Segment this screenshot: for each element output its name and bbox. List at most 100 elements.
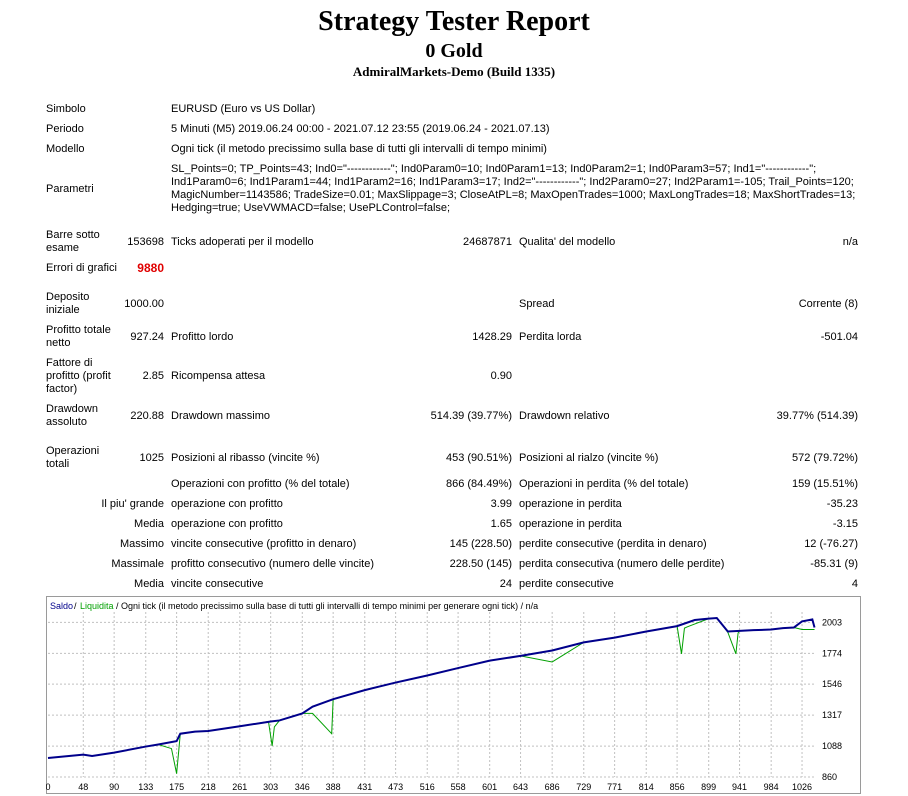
gross-loss-value: -501.04	[820, 331, 858, 343]
rel-drawdown-value: 39.77% (514.39)	[776, 410, 858, 422]
report-subtitle: 0 Gold	[425, 40, 483, 62]
x-tick-label: 686	[545, 782, 560, 792]
x-tick-label: 601	[482, 782, 497, 792]
symbol-value: EURUSD (Euro vs US Dollar)	[171, 103, 316, 115]
x-axis: 0 48 90 133 175 218 261 303 346 388 431 473 516 558 60…	[46, 782, 812, 792]
quality-value: n/a	[842, 236, 858, 248]
quality-label: Qualita' del modello	[519, 236, 616, 248]
loss-trades-value: 159 (15.51%)	[791, 478, 858, 490]
x-tick-label: 48	[78, 782, 88, 792]
x-tick-label: 388	[326, 782, 341, 792]
net-profit-label: Profitto totale netto	[46, 324, 111, 349]
errors-value: 9880	[137, 261, 164, 275]
maximum-label: Massimo	[119, 538, 164, 550]
params-line-4: Hedging=true; UseVWMACD=false; UsePLCont…	[171, 202, 451, 214]
x-tick-label: 941	[732, 782, 747, 792]
x-tick-label: 558	[451, 782, 466, 792]
average-profit-value: 1.65	[490, 518, 512, 530]
average-consec-label: Media	[134, 578, 164, 590]
avg-consec-wins-label: vincite consecutive	[171, 578, 264, 590]
x-tick-label: 261	[232, 782, 247, 792]
model-value: Ogni tick (il metodo precissimo sulla ba…	[171, 143, 547, 155]
x-tick-label: 729	[576, 782, 591, 792]
avg-consec-losses-value: 4	[851, 578, 858, 590]
max-consec-losses-label: perdite consecutive (perdita in denaro)	[519, 538, 707, 550]
max-drawdown-value: 514.39 (39.77%)	[430, 410, 512, 422]
x-tick-label: 218	[201, 782, 216, 792]
x-tick-label: 303	[263, 782, 278, 792]
x-tick-label: 814	[639, 782, 654, 792]
legend-separator: /	[74, 601, 77, 611]
period-value: 5 Minuti (M5) 2019.06.24 00:00 - 2021.07…	[171, 123, 550, 135]
y-tick-label: 1546	[822, 679, 842, 689]
max-drawdown-label: Drawdown massimo	[171, 410, 271, 422]
x-tick-label: 346	[295, 782, 310, 792]
params-label: Parametri	[46, 183, 94, 195]
params-line-1: SL_Points=0; TP_Points=43; Ind0="-------…	[171, 163, 817, 175]
abs-drawdown-value: 220.88	[130, 410, 164, 422]
x-tick-label: 516	[420, 782, 435, 792]
maximal-consec-loss-value: -85.31 (9)	[810, 558, 858, 570]
average-label: Media	[134, 518, 164, 530]
period-label: Periodo	[46, 123, 84, 135]
avg-consec-losses-label: perdite consecutive	[519, 578, 614, 590]
x-tick-label: 90	[109, 782, 119, 792]
y-tick-label: 1088	[822, 741, 842, 751]
deposit-value: 1000.00	[124, 298, 164, 310]
average-loss-value: -3.15	[832, 518, 858, 530]
spread-value: Corrente (8)	[798, 298, 858, 310]
spread-label: Spread	[519, 298, 555, 310]
gross-profit-label: Profitto lordo	[171, 331, 234, 343]
short-positions-label: Posizioni al ribasso (vincite %)	[171, 452, 320, 464]
expected-payoff-value: 0.90	[490, 370, 512, 382]
long-positions-value: 572 (79.72%)	[791, 452, 858, 464]
bars-label: Barre sotto esame	[46, 229, 100, 254]
symbol-label: Simbolo	[46, 103, 86, 115]
max-consec-wins-value: 145 (228.50)	[449, 538, 512, 550]
total-trades-value: 1025	[139, 452, 164, 464]
largest-loss-label: operazione in perdita	[519, 498, 622, 510]
profit-trades-value: 866 (84.49%)	[445, 478, 512, 490]
profit-factor-label: Fattore di profitto (profit factor)	[46, 357, 111, 395]
y-tick-label: 860	[822, 772, 837, 782]
x-tick-label: 856	[670, 782, 685, 792]
max-consec-wins-label: vincite consecutive (profitto in denaro)	[171, 538, 357, 550]
profit-factor-value: 2.85	[142, 370, 164, 382]
abs-drawdown-label: Drawdown assoluto	[46, 403, 98, 428]
net-profit-value: 927.24	[130, 331, 164, 343]
gross-loss-label: Perdita lorda	[519, 331, 582, 343]
server-name: AdmiralMarkets-Demo (Build 1335)	[352, 64, 556, 79]
y-tick-label: 1774	[822, 648, 842, 658]
params-line-2: Ind1Param0=6; Ind1Param1=44; Ind1Param2=…	[171, 176, 854, 188]
x-tick-label: 1026	[792, 782, 812, 792]
balance-chart: Saldo / Liquidita / Ogni tick (il metodo…	[46, 596, 861, 794]
largest-profit-value: 3.99	[490, 498, 512, 510]
model-label: Modello	[46, 143, 85, 155]
chart-grid	[48, 612, 816, 778]
legend-equity: Liquidita	[80, 601, 114, 611]
loss-trades-label: Operazioni in perdita (% del totale)	[519, 478, 689, 490]
long-positions-label: Posizioni al rialzo (vincite %)	[519, 452, 659, 464]
gross-profit-value: 1428.29	[472, 331, 512, 343]
params-line-3: MagicNumber=1143586; TradeSize=0.01; Max…	[171, 189, 856, 201]
expected-payoff-label: Ricompensa attesa	[171, 370, 266, 382]
x-tick-label: 133	[138, 782, 153, 792]
legend-description: / Ogni tick (il metodo precissimo sulla …	[116, 601, 538, 611]
x-tick-label: 431	[357, 782, 372, 792]
series-balance	[47, 616, 816, 760]
maximal-consec-loss-label: perdita consecutiva (numero delle perdit…	[519, 558, 725, 570]
x-tick-label: 771	[607, 782, 622, 792]
maximal-label: Massimale	[111, 558, 164, 570]
profit-trades-label: Operazioni con profitto (% del totale)	[171, 478, 350, 490]
x-tick-label: 175	[169, 782, 184, 792]
average-loss-label: operazione in perdita	[519, 518, 622, 530]
y-axis: 2003 1774 1546 1317 1088 860	[822, 617, 842, 782]
average-profit-label: operazione con profitto	[171, 518, 283, 530]
avg-consec-wins-value: 24	[499, 578, 512, 590]
x-tick-label: 643	[513, 782, 528, 792]
x-tick-label: 899	[701, 782, 716, 792]
largest-loss-value: -35.23	[826, 498, 858, 510]
y-tick-label: 2003	[822, 617, 842, 627]
largest-profit-label: operazione con profitto	[171, 498, 283, 510]
maximal-consec-profit-value: 228.50 (145)	[449, 558, 512, 570]
